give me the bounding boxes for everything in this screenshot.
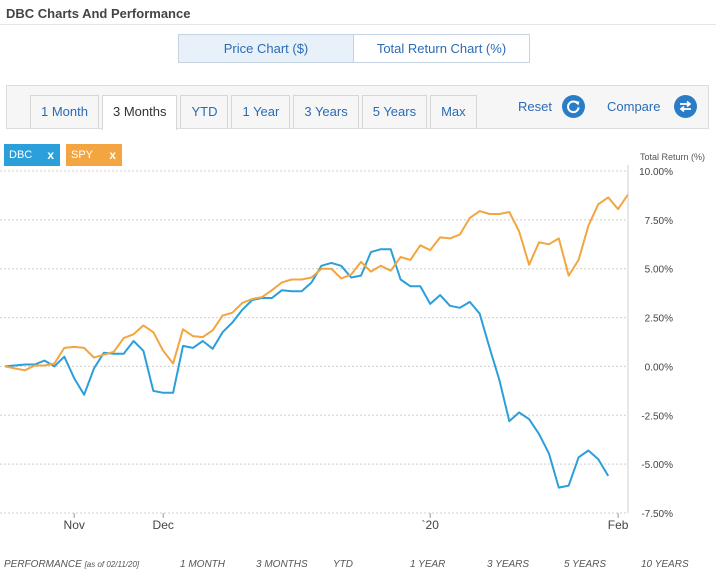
compare-label: Compare xyxy=(607,99,661,114)
reset-button[interactable]: Reset xyxy=(518,95,585,118)
legend-spy-label: SPY xyxy=(71,149,94,161)
tab-1-year[interactable]: 1 Year xyxy=(231,95,291,128)
perf-1-month[interactable]: 1 MONTH xyxy=(180,559,225,570)
tab-1-month[interactable]: 1 Month xyxy=(30,95,99,128)
tab-3-years[interactable]: 3 Years xyxy=(293,95,359,128)
remove-spy-button[interactable]: x xyxy=(109,148,116,162)
range-tabs: 1 Month 3 Months YTD 1 Year 3 Years 5 Ye… xyxy=(30,95,480,130)
reset-label: Reset xyxy=(518,99,552,114)
x-axis: Nov Dec `20 Feb xyxy=(64,513,629,532)
total-return-chart-button[interactable]: Total Return Chart (%) xyxy=(354,34,530,63)
x-tick-label: Feb xyxy=(608,518,629,532)
refresh-icon xyxy=(561,95,585,118)
y-tick-label: -2.50% xyxy=(641,411,673,422)
range-toolbar: 1 Month 3 Months YTD 1 Year 3 Years 5 Ye… xyxy=(6,85,709,130)
perf-5-years[interactable]: 5 YEARS xyxy=(564,559,607,570)
x-tick-label: Dec xyxy=(153,518,174,532)
perf-3-years[interactable]: 3 YEARS xyxy=(487,559,530,570)
perf-3-months[interactable]: 3 MONTHS xyxy=(256,559,308,570)
compare-button[interactable]: Compare xyxy=(607,95,698,118)
swap-arrows-icon xyxy=(674,95,698,118)
x-tick-label: Nov xyxy=(64,518,85,532)
perf-1-year[interactable]: 1 YEAR xyxy=(410,559,446,570)
y-tick-label: 10.00% xyxy=(639,167,673,178)
tab-max[interactable]: Max xyxy=(430,95,477,128)
perf-ytd[interactable]: YTD xyxy=(333,559,353,570)
y-tick-label: 2.50% xyxy=(645,314,673,325)
chart-type-toggle: Price Chart ($) Total Return Chart (%) xyxy=(178,34,530,63)
y-tick-label: 0.00% xyxy=(645,362,673,373)
price-chart-button[interactable]: Price Chart ($) xyxy=(178,34,354,63)
remove-dbc-button[interactable]: x xyxy=(47,148,54,162)
performance-bar: PERFORMANCE [as of 02/11/20] 1 MONTH 3 M… xyxy=(0,559,716,575)
return-chart: 10.00% 7.50% 5.00% 2.50% 0.00% -2.50% -5.00% -7… xyxy=(0,152,705,532)
y-axis-label: Total Return (%) xyxy=(640,152,705,162)
y-axis: 10.00% 7.50% 5.00% 2.50% 0.00% -2.50% -5.00% -7… xyxy=(627,165,673,520)
series-line-dbc xyxy=(4,248,610,489)
y-tick-label: 5.00% xyxy=(645,265,673,276)
tab-ytd[interactable]: YTD xyxy=(180,95,229,128)
y-tick-label: -5.00% xyxy=(641,460,673,471)
tab-5-years[interactable]: 5 Years xyxy=(361,95,428,128)
page-title: DBC Charts And Performance xyxy=(6,6,191,21)
chart-grid xyxy=(0,170,628,514)
performance-as-of: [as of 02/11/20] xyxy=(84,560,140,569)
performance-title: PERFORMANCE xyxy=(4,559,82,570)
perf-10-years[interactable]: 10 YEARS xyxy=(641,559,689,570)
chart-series xyxy=(4,193,629,489)
title-divider xyxy=(0,24,716,25)
legend-dbc-label: DBC xyxy=(9,149,33,161)
legend-dbc: DBC x xyxy=(4,144,60,166)
y-tick-label: 7.50% xyxy=(645,216,673,227)
y-tick-label: -7.50% xyxy=(641,509,673,520)
tab-3-months[interactable]: 3 Months xyxy=(101,95,178,130)
x-tick-label: `20 xyxy=(422,518,440,532)
legend-spy: SPY x xyxy=(66,144,122,166)
performance-label: PERFORMANCE [as of 02/11/20] xyxy=(4,559,139,570)
series-line-spy xyxy=(4,193,629,372)
